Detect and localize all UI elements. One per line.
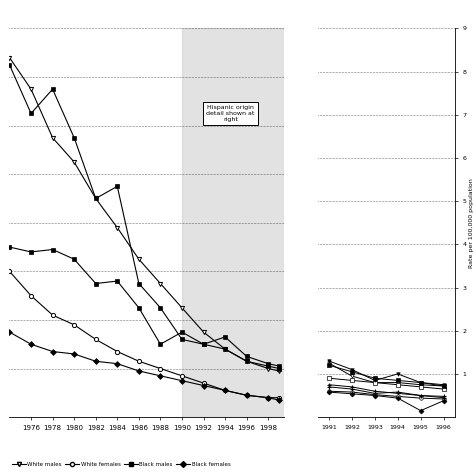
Y-axis label: Rate per 100,000 population: Rate per 100,000 population [469, 178, 474, 268]
Text: Hispanic origin
detail shown at
right: Hispanic origin detail shown at right [206, 105, 255, 122]
Bar [182, 28, 284, 417]
Legend: White males, White females, Black males, Black females: White males, White females, Black males,… [9, 459, 233, 469]
